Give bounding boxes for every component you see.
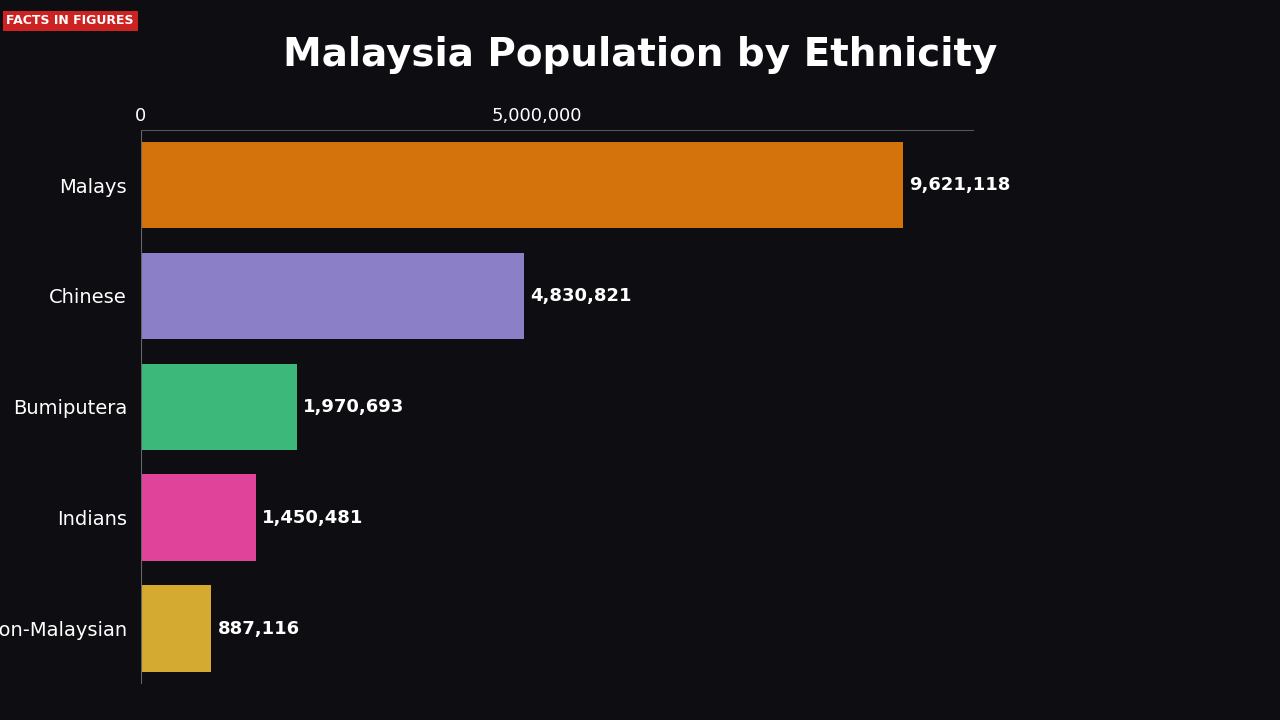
Text: 1,450,481: 1,450,481 — [262, 508, 364, 527]
Bar — [141, 585, 211, 672]
Bar — [141, 253, 524, 339]
Bar — [141, 474, 256, 561]
Text: Malaysia Population by Ethnicity: Malaysia Population by Ethnicity — [283, 36, 997, 74]
Text: 1,970,693: 1,970,693 — [303, 397, 404, 416]
Bar — [141, 142, 904, 228]
Text: FACTS IN FIGURES: FACTS IN FIGURES — [6, 14, 134, 27]
Bar — [141, 364, 297, 450]
Text: 887,116: 887,116 — [218, 619, 300, 638]
Text: 9,621,118: 9,621,118 — [910, 176, 1011, 194]
Text: 4,830,821: 4,830,821 — [530, 287, 631, 305]
